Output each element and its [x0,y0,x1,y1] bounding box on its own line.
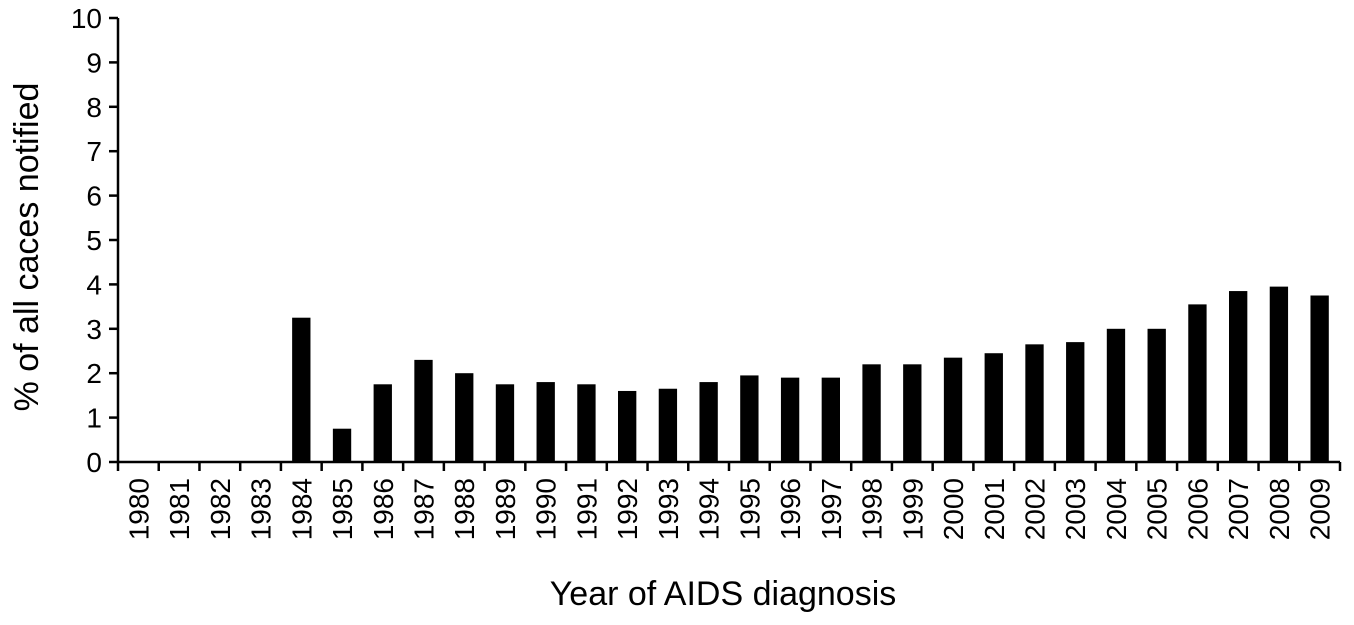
bar-2002 [1025,344,1044,462]
y-tick-label: 7 [86,136,102,167]
y-tick-label: 3 [86,314,102,345]
y-tick-label: 9 [86,47,102,78]
x-tick-label: 1986 [368,478,399,540]
x-tick-label: 1987 [409,478,440,540]
y-tick-label: 10 [71,3,102,34]
x-tick-label: 1989 [490,478,521,540]
y-tick-label: 6 [86,181,102,212]
bar-1987 [414,359,433,462]
bar-1990 [536,382,555,462]
x-tick-label: 1994 [694,478,725,540]
bar-2008 [1269,286,1289,462]
bar-2004 [1106,328,1126,462]
x-tick-label: 2006 [1182,478,1213,540]
y-tick-label: 0 [86,447,102,478]
bar-2007 [1229,291,1248,462]
y-tick-label: 5 [86,225,102,256]
x-tick-label: 1993 [653,478,684,540]
x-tick-label: 1999 [897,478,928,540]
bar-1992 [618,390,637,462]
x-tick-label: 1991 [571,478,602,540]
bar-1984 [292,317,311,462]
x-tick-label: 1997 [816,478,847,540]
x-axis-title: Year of AIDS diagnosis [550,575,897,613]
y-tick-label: 2 [86,358,102,389]
bar-1986 [373,384,392,462]
x-tick-label: 1985 [327,478,358,540]
bar-1995 [740,375,759,462]
y-tick-label: 1 [86,403,102,434]
bar-1999 [903,364,922,462]
x-tick-label: 1990 [531,478,562,540]
bar-1991 [577,384,596,462]
y-tick-label: 8 [86,92,102,123]
bar-1996 [780,377,800,462]
x-tick-label: 2005 [1142,478,1173,540]
x-tick-label: 2003 [1060,478,1091,540]
bar-2009 [1310,295,1329,462]
bar-1993 [658,388,678,462]
x-tick-label: 1992 [612,478,643,540]
y-tick-label: 4 [86,269,102,300]
x-tick-label: 1980 [123,478,154,540]
bars [292,286,1329,462]
bar-2000 [943,357,963,462]
bar-2001 [984,353,1003,462]
bar-2005 [1147,328,1166,462]
x-tick-label: 2004 [1101,478,1132,540]
x-tick-label: 1996 [775,478,806,540]
x-tick-label: 1988 [449,478,480,540]
bar-1989 [495,384,515,462]
x-tick-label: 1981 [164,478,195,540]
y-axis: 0 1 2 3 4 5 6 7 8 9 10 [71,3,120,478]
bar-2006 [1188,304,1207,462]
x-tick-label: 2000 [938,478,969,540]
bar-1994 [699,382,718,462]
x-tick-label: 1995 [734,478,765,540]
x-tick-label: 1983 [246,478,277,540]
x-axis: 1980 1981 1982 1983 1984 1985 1986 1987 1988 1989… [116,460,1342,540]
bar-1997 [821,377,840,462]
x-tick-label: 1982 [205,478,236,540]
bar-1998 [862,364,881,462]
bar-1985 [332,428,352,462]
x-tick-label: 2007 [1223,478,1254,540]
x-tick-label: 2001 [979,478,1010,540]
x-tick-label: 1998 [857,478,888,540]
bar-2003 [1066,342,1085,462]
y-axis-title: % of all caces notified [8,83,46,412]
bar-1988 [455,373,474,462]
x-tick-label: 2008 [1264,478,1295,540]
x-tick-label: 2009 [1305,478,1336,540]
x-tick-label: 2002 [1020,478,1051,540]
x-tick-label: 1984 [286,478,317,540]
